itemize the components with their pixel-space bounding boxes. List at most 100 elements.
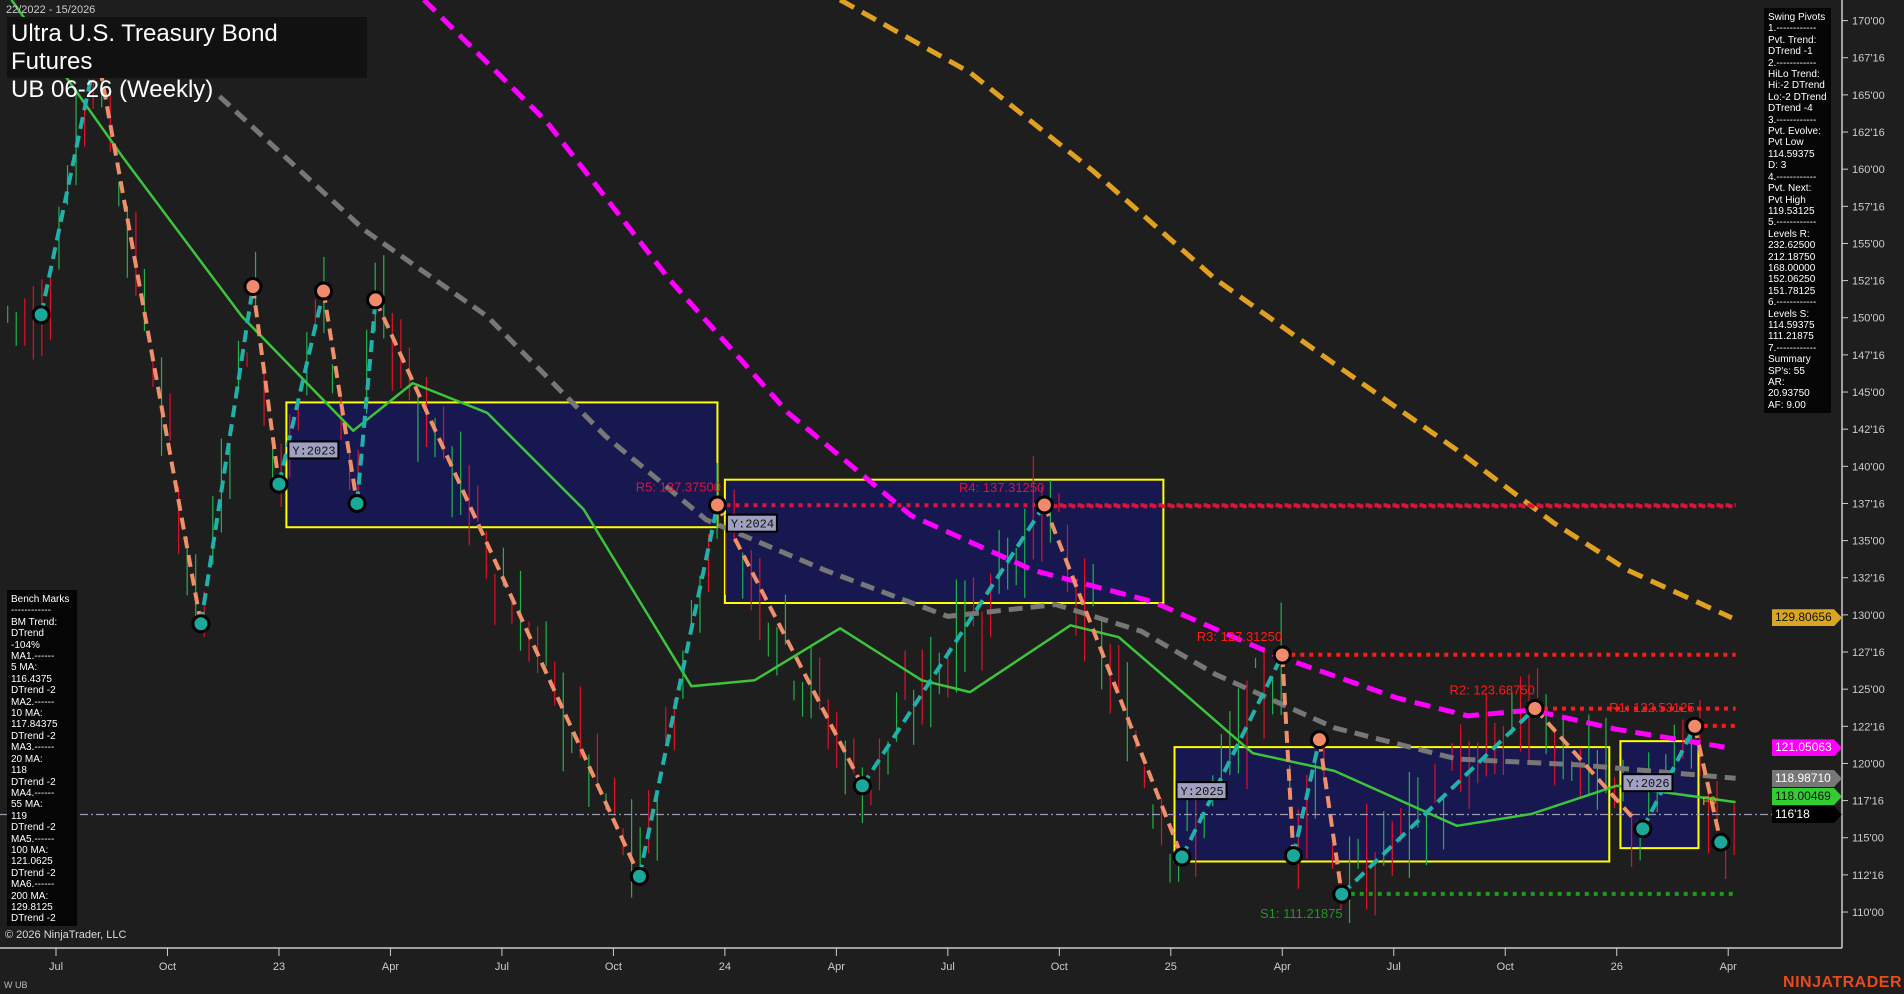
level-label: S1: 111.21875 [1260, 906, 1343, 921]
bench-line: Bench Marks [11, 594, 70, 605]
price-tick-label: 122'16 [1852, 721, 1885, 733]
swing-line: AR: 20.93750 [1768, 377, 1810, 400]
bench-line: BM Trend: [11, 616, 58, 628]
swing-low-marker [1283, 846, 1303, 866]
time-tick-label: Apr [1720, 961, 1737, 973]
swing-leg [1340, 707, 1537, 896]
bench-line: 119 [11, 810, 27, 822]
bench-marks-panel: Bench Marks ------------ BM Trend: DTrend -… [7, 590, 77, 926]
swing-line: Levels S: [1768, 308, 1810, 320]
price-tick-label: 140'00 [1852, 461, 1885, 473]
swing-line: 4.------------ [1768, 171, 1817, 183]
year-box-label: Y:2024 [731, 518, 774, 532]
bench-line: 129.8125 [11, 901, 53, 913]
swing-line: Swing Pivots [1768, 12, 1826, 23]
year-box-label-bg [725, 513, 778, 533]
instrument-title: Ultra U.S. Treasury Bond Futures [11, 20, 278, 75]
swing-line: D: 3 [1768, 160, 1787, 172]
bench-line: 55 MA: [11, 799, 43, 811]
swing-high-marker [1309, 730, 1329, 750]
bench-line: 5 MA: [11, 662, 38, 674]
bench-line: ------------ [11, 605, 51, 617]
time-tick-label: Oct [159, 961, 176, 973]
swing-line: DTrend -1 [1768, 46, 1813, 58]
time-tick-label: 25 [1165, 961, 1177, 973]
swing-line: 232.62500 [1768, 240, 1816, 252]
level-label: R3: 127.31250 [1197, 629, 1282, 644]
swing-line: HiLo Trend: [1768, 69, 1820, 81]
swing-low-marker [269, 474, 289, 494]
bench-line: DTrend -2 [11, 776, 56, 788]
price-tick-label: 150'00 [1852, 313, 1885, 325]
swing-line: Lo:-2 DTrend [1768, 91, 1827, 103]
moving-average-line [10, 0, 1736, 828]
price-tick-label: 115'00 [1852, 833, 1884, 845]
swing-leg [94, 49, 203, 625]
price-tick-label: 145'00 [1852, 387, 1885, 399]
bench-line: 118 [11, 765, 27, 777]
price-tick-label: 162'16 [1852, 127, 1885, 139]
year-range-box [723, 478, 1165, 604]
swing-low-marker [1711, 832, 1731, 852]
time-tick-label: 26 [1611, 961, 1623, 973]
year-box-label-bg [1175, 781, 1228, 801]
time-tick-label: 24 [719, 961, 731, 973]
swing-line: 212.18750 [1768, 251, 1816, 263]
bench-line: DTrend -104% [11, 628, 44, 651]
swing-leg [1317, 739, 1344, 895]
swing-leg [637, 504, 720, 877]
level-label: R1: 122.53125 [1609, 700, 1694, 715]
price-tick-label: 117'16 [1852, 796, 1884, 808]
swing-line: Pvt. Evolve: [1768, 126, 1821, 138]
swing-leg [1692, 725, 1723, 843]
year-box-label: Y:2023 [292, 444, 335, 458]
swing-line: Pvt High [1768, 194, 1806, 206]
swing-high-marker [1034, 495, 1054, 515]
price-tick-label: 157'16 [1852, 201, 1885, 213]
ninjatrader-logo: NINJATRADER [1783, 974, 1902, 991]
copyright: © 2026 NinjaTrader, LLC [5, 929, 127, 941]
price-tick-label: 112'16 [1852, 870, 1884, 882]
bench-line: 100 MA: [11, 844, 49, 856]
bench-line: DTrend -2 [11, 822, 56, 834]
swing-line: Pvt Low [1768, 137, 1804, 149]
swing-line: 119.53125 [1768, 205, 1815, 217]
swing-leg [250, 286, 281, 485]
swing-line: SP's: 55 [1768, 365, 1805, 377]
swing-low-marker [1332, 884, 1352, 904]
swing-line: Summary [1768, 354, 1811, 366]
contract-title: UB 06-26 (Weekly) [11, 76, 214, 103]
price-tag: 129.80656 [1772, 609, 1842, 626]
price-tick-label: 142'16 [1852, 424, 1885, 436]
bench-line: DTrend -2 [11, 730, 56, 742]
swing-line: 3.------------ [1768, 114, 1817, 126]
swing-line: Pvt. Next: [1768, 183, 1812, 195]
time-tick-label: Jul [1387, 961, 1401, 973]
price-tick-label: 137'16 [1852, 498, 1885, 510]
swing-line: 152.06250 [1768, 274, 1816, 286]
bench-line: MA4.------ [11, 787, 55, 799]
swing-high-marker [1272, 645, 1292, 665]
fib-label: F0 [1702, 794, 1716, 808]
swing-line: Pvt. Trend: [1768, 34, 1817, 46]
price-tag: 118.98710 [1772, 770, 1842, 787]
year-box-label-bg [1621, 773, 1674, 793]
moving-average-line [422, 0, 1725, 750]
swing-line: AF: 9.00 [1768, 399, 1806, 411]
price-tick-label: 127'16 [1852, 647, 1885, 659]
swing-line: Levels R: [1768, 228, 1810, 240]
time-tick-label: Apr [828, 961, 845, 973]
price-tick-label: 130'00 [1852, 610, 1885, 622]
swing-leg [1280, 654, 1296, 856]
price-tag: 121.05063 [1772, 739, 1842, 756]
swing-leg [277, 290, 326, 485]
price-tag: 118.00469 [1772, 788, 1842, 805]
swing-leg [198, 286, 255, 625]
swing-line: 2.------------ [1768, 57, 1817, 69]
bench-line: MA1.------ [11, 651, 55, 663]
swing-high-marker [243, 277, 263, 297]
time-tick-label: Jul [49, 961, 63, 973]
swing-high-marker [1525, 698, 1545, 718]
level-label: R4: 137.31250 [959, 480, 1044, 495]
